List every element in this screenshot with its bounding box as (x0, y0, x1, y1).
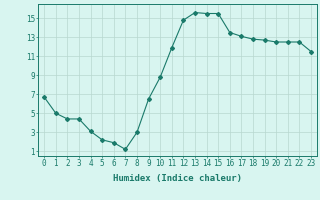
X-axis label: Humidex (Indice chaleur): Humidex (Indice chaleur) (113, 174, 242, 183)
